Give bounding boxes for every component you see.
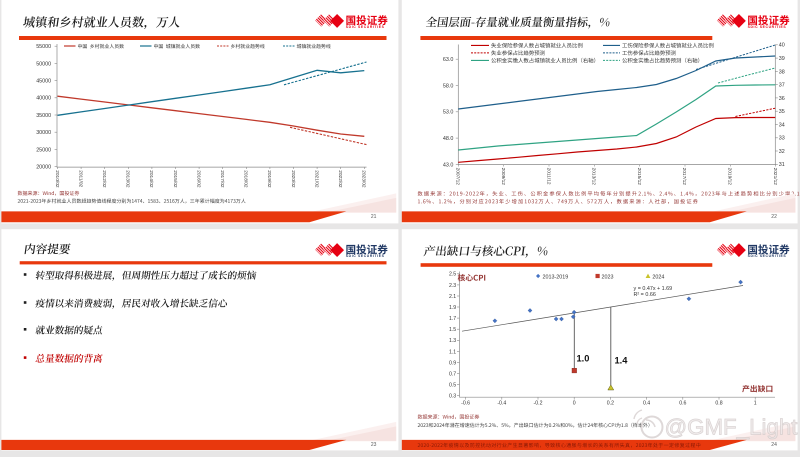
svg-text:2010/02: 2010/02 — [54, 170, 60, 188]
svg-text:-0.2: -0.2 — [534, 401, 543, 407]
svg-text:2015/02: 2015/02 — [172, 170, 178, 188]
svg-text:38: 38 — [779, 69, 785, 75]
svg-text:1: 1 — [754, 401, 757, 407]
svg-text:2023/02: 2023/02 — [361, 170, 367, 188]
svg-text:0.9: 0.9 — [449, 360, 456, 366]
svg-text:53.0: 53.0 — [443, 110, 454, 116]
svg-text:2011/02: 2011/02 — [77, 170, 83, 187]
svg-text:2021/12: 2021/12 — [772, 168, 778, 186]
svg-text:23: 23 — [371, 442, 377, 448]
svg-text:2024: 2024 — [652, 274, 664, 280]
svg-text:40: 40 — [779, 43, 785, 49]
svg-text:36: 36 — [779, 96, 785, 102]
svg-text:2018/02: 2018/02 — [243, 170, 249, 188]
svg-text:1.3: 1.3 — [449, 338, 456, 344]
svg-text:20000: 20000 — [36, 165, 51, 171]
svg-text:33: 33 — [779, 136, 785, 142]
svg-text:2022/02: 2022/02 — [337, 170, 343, 188]
svg-text:1.0: 1.0 — [577, 353, 590, 363]
svg-text:SDIC SECURITIES: SDIC SECURITIES — [346, 254, 385, 258]
svg-text:63.0: 63.0 — [443, 57, 454, 63]
svg-text:2013/12: 2013/12 — [591, 168, 597, 186]
svg-text:30000: 30000 — [36, 130, 51, 136]
svg-text:40000: 40000 — [36, 96, 51, 102]
svg-text:22: 22 — [771, 214, 777, 220]
svg-text:1.4: 1.4 — [615, 356, 629, 366]
svg-text:0.4: 0.4 — [643, 401, 650, 407]
svg-text:0.8: 0.8 — [715, 401, 722, 407]
svg-text:-0.4: -0.4 — [497, 401, 506, 407]
svg-text:0.7: 0.7 — [449, 371, 456, 377]
svg-text:31: 31 — [779, 162, 785, 168]
svg-text:39: 39 — [779, 56, 785, 62]
svg-text:2017/02: 2017/02 — [219, 170, 225, 188]
svg-text:1.9: 1.9 — [449, 305, 456, 311]
svg-text:37: 37 — [779, 83, 785, 89]
svg-text:SDIC SECURITIES: SDIC SECURITIES — [748, 25, 787, 29]
svg-text:25000: 25000 — [36, 147, 51, 153]
svg-text:43.0: 43.0 — [443, 162, 454, 168]
svg-text:2016/02: 2016/02 — [195, 170, 201, 188]
svg-text:2007/12: 2007/12 — [455, 168, 461, 186]
svg-text:2023: 2023 — [602, 274, 614, 280]
svg-text:@GMF_Light: @GMF_Light — [665, 415, 799, 440]
svg-text:35000: 35000 — [36, 113, 51, 119]
svg-text:1.1: 1.1 — [449, 349, 456, 355]
svg-text:2.1: 2.1 — [449, 294, 456, 300]
svg-text:SDIC SECURITIES: SDIC SECURITIES — [748, 254, 787, 258]
svg-text:0.3: 0.3 — [449, 394, 456, 400]
svg-text:2011/12: 2011/12 — [545, 168, 551, 185]
svg-text:55000: 55000 — [36, 44, 51, 50]
svg-text:2021/02: 2021/02 — [313, 170, 319, 188]
svg-text:2.5: 2.5 — [449, 272, 456, 278]
svg-text:1.7: 1.7 — [449, 316, 456, 322]
svg-text:1.5: 1.5 — [449, 327, 456, 333]
svg-text:2019/12: 2019/12 — [727, 168, 733, 186]
svg-text:2009/12: 2009/12 — [500, 168, 506, 186]
svg-text:2015/12: 2015/12 — [636, 168, 642, 186]
svg-text:35: 35 — [779, 109, 785, 115]
svg-text:2013/02: 2013/02 — [125, 170, 131, 188]
svg-text:R² = 0.66: R² = 0.66 — [634, 292, 656, 298]
svg-text:2012/02: 2012/02 — [101, 170, 107, 188]
svg-text:32: 32 — [779, 149, 785, 155]
svg-text:2020/02: 2020/02 — [290, 170, 296, 188]
svg-text:0.2: 0.2 — [607, 401, 614, 407]
svg-text:2019/02: 2019/02 — [266, 170, 272, 188]
svg-text:y = 0.47x + 1.69: y = 0.47x + 1.69 — [634, 286, 673, 292]
svg-text:2017/12: 2017/12 — [681, 168, 687, 186]
svg-text:2013-2019: 2013-2019 — [543, 274, 569, 280]
svg-text:2.3: 2.3 — [449, 283, 456, 289]
svg-text:21: 21 — [371, 214, 377, 220]
svg-text:0: 0 — [573, 401, 576, 407]
svg-text:0.5: 0.5 — [449, 383, 456, 389]
svg-text:SDIC SECURITIES: SDIC SECURITIES — [346, 25, 385, 29]
svg-text:24: 24 — [771, 442, 777, 448]
svg-text:-0.6: -0.6 — [461, 401, 470, 407]
svg-text:2014/02: 2014/02 — [148, 170, 154, 188]
svg-text:48.0: 48.0 — [443, 136, 454, 142]
svg-text:34: 34 — [779, 122, 785, 128]
svg-text:0.6: 0.6 — [679, 401, 686, 407]
svg-text:50000: 50000 — [36, 61, 51, 67]
svg-text:45000: 45000 — [36, 79, 51, 85]
svg-text:58.0: 58.0 — [443, 83, 454, 89]
